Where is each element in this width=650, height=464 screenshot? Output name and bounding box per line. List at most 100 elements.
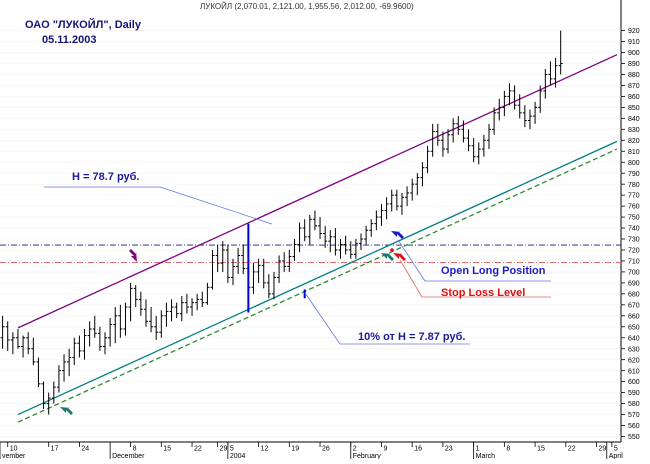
ohlc-bar	[318, 217, 323, 240]
ohlc-bar	[67, 348, 72, 377]
ohlc-bar	[312, 210, 317, 231]
y-tick-label: 610	[628, 368, 640, 375]
ohlc-bar	[236, 247, 241, 275]
ohlc-bar	[353, 239, 358, 259]
ohlc-bar	[174, 302, 179, 318]
chart-date: 05.11.2003	[42, 34, 96, 46]
ohlc-bar	[420, 162, 425, 187]
ohlc-bar	[220, 241, 225, 272]
ohlc-bar	[0, 315, 5, 349]
y-tick-label: 840	[628, 116, 640, 123]
ohlc-bar	[87, 321, 92, 347]
ohlc-bar	[548, 61, 553, 86]
arrow-markers	[60, 231, 406, 415]
ohlc-bar	[169, 299, 174, 322]
ohlc-bar	[527, 109, 532, 130]
x-tick-label: 29	[220, 446, 228, 453]
ohlc-bar	[164, 302, 169, 327]
y-tick-label: 660	[628, 313, 640, 320]
plot-area	[0, 0, 621, 442]
ohlc-bar	[251, 263, 256, 294]
purple-arrow-icon	[129, 249, 137, 262]
ohlc-bar	[399, 192, 404, 215]
x-tick-label: 16	[414, 446, 422, 453]
ohlc-bar	[446, 129, 451, 154]
y-tick-label: 600	[628, 379, 640, 386]
y-tick-label: 810	[628, 149, 640, 156]
red-arrow-icon	[393, 253, 406, 261]
y-tick-label: 860	[628, 94, 640, 101]
height-annotation: H = 78.7 руб.	[44, 171, 273, 225]
ohlc-bar	[476, 142, 481, 165]
ohlc-bar	[369, 219, 374, 237]
ohlc-bar	[46, 392, 51, 415]
y-tick-label: 920	[628, 28, 640, 35]
reference-lines	[0, 244, 621, 263]
ohlc-bar	[456, 116, 461, 135]
ohlc-bar	[15, 328, 20, 349]
blue-arrow-icon	[391, 231, 404, 239]
ohlc-bar	[184, 293, 189, 314]
ohlc-bar	[440, 131, 445, 157]
ohlc-bar	[277, 255, 282, 283]
ohlc-bar	[533, 101, 538, 124]
ohlc-bar	[405, 186, 410, 207]
y-tick-label: 700	[628, 270, 640, 277]
y-tick-label: 650	[628, 324, 640, 331]
ohlc-bar	[56, 365, 61, 393]
ohlc-bar	[205, 282, 210, 305]
ohlc-bar	[82, 328, 87, 360]
x-tick-label: 1	[476, 446, 480, 453]
ohlc-bar	[51, 381, 56, 404]
ohlc-bar	[5, 321, 10, 351]
ohlc-bar	[282, 252, 287, 272]
ohlc-bar	[287, 249, 292, 272]
y-tick-label: 560	[628, 423, 640, 430]
y-tick-label: 550	[628, 434, 640, 441]
month-label: 2004	[230, 453, 246, 459]
x-tick-label: 26	[322, 446, 330, 453]
stop-loss-line	[17, 148, 618, 423]
ohlc-bar	[497, 98, 502, 121]
ohlc-bar	[389, 189, 394, 212]
y-tick-label: 690	[628, 280, 640, 287]
ohlc-bar	[323, 225, 328, 248]
ohlc-bar	[343, 235, 348, 255]
ohlc-bar	[379, 203, 384, 226]
ohlc-bar	[179, 296, 184, 322]
ohlc-bar	[10, 332, 15, 355]
y-tick-label: 900	[628, 50, 640, 57]
month-label: April	[609, 453, 623, 459]
y-tick-label: 740	[628, 226, 640, 233]
red-dot-icon	[390, 248, 394, 252]
y-tick-label: 710	[628, 259, 640, 266]
ohlc-bar	[384, 197, 389, 220]
x-tick-label: 24	[81, 446, 89, 453]
y-tick-label: 570	[628, 412, 640, 419]
ohlc-bar	[128, 282, 133, 322]
ohlc-bar	[200, 291, 205, 308]
x-tick-label: 5	[614, 446, 618, 453]
y-tick-label: 910	[628, 39, 640, 46]
ohlc-bar	[517, 94, 522, 119]
upper-channel-line	[17, 54, 618, 329]
stop-annotation: Stop Loss Level	[399, 259, 551, 299]
y-tick-label: 580	[628, 401, 640, 408]
ohlc-bar	[507, 83, 512, 106]
ohlc-bar	[195, 293, 200, 311]
y-tick-label: 790	[628, 171, 640, 178]
y-tick-label: 670	[628, 302, 640, 309]
x-tick-label: 19	[291, 446, 299, 453]
x-tick-label: 23	[445, 446, 453, 453]
y-tick-label: 830	[628, 127, 640, 134]
percent-label: 10% от H = 7.87 руб.	[358, 331, 465, 343]
ohlc-bar	[364, 225, 369, 245]
ohlc-bar	[231, 258, 235, 286]
ohlc-bar	[256, 258, 261, 283]
height-label: H = 78.7 руб.	[72, 171, 140, 183]
ohlc-bar	[62, 354, 67, 382]
ohlc-bar	[261, 258, 266, 289]
ohlc-bar	[558, 30, 563, 75]
ohlc-bar	[502, 90, 507, 117]
